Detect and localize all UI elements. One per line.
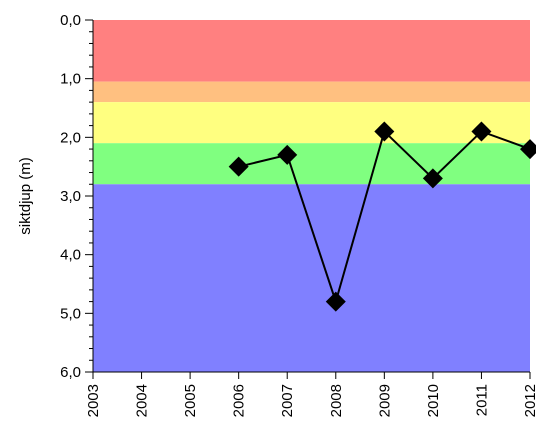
axes <box>85 19 531 379</box>
y-tick-label: 3,0 <box>60 188 81 205</box>
y-tick-label: 6,0 <box>60 364 81 381</box>
x-tick-label: 2003 <box>85 384 102 417</box>
y-tick-label: 5,0 <box>60 305 81 322</box>
y-tick-label: 0,0 <box>60 12 81 29</box>
x-tick-label: 2004 <box>134 384 151 417</box>
series-group <box>228 121 536 312</box>
x-tick-label: 2006 <box>231 384 248 417</box>
x-tick-label: 2005 <box>182 384 199 417</box>
x-tick-label: 2008 <box>328 384 345 417</box>
color-bands <box>93 20 530 372</box>
y-axis-title: siktdjup (m) <box>17 157 34 235</box>
x-tick-label: 2007 <box>279 384 296 417</box>
data-point <box>422 168 443 189</box>
x-tick-label: 2009 <box>376 384 393 417</box>
band-4 <box>93 184 530 372</box>
band-3 <box>93 143 530 185</box>
band-1 <box>93 81 530 103</box>
data-point <box>277 144 298 165</box>
data-point <box>471 121 492 142</box>
y-tick-label: 2,0 <box>60 129 81 146</box>
data-point <box>228 156 249 177</box>
x-tick-label: 2010 <box>425 384 442 417</box>
data-point <box>374 121 395 142</box>
y-tick-label: 1,0 <box>60 71 81 88</box>
data-point <box>520 139 536 160</box>
band-2 <box>93 102 530 144</box>
y-tick-label: 4,0 <box>60 247 81 264</box>
data-point <box>325 291 346 312</box>
band-0 <box>93 20 530 82</box>
x-tick-label: 2012 <box>522 384 536 417</box>
x-tick-label: 2011 <box>473 384 490 416</box>
